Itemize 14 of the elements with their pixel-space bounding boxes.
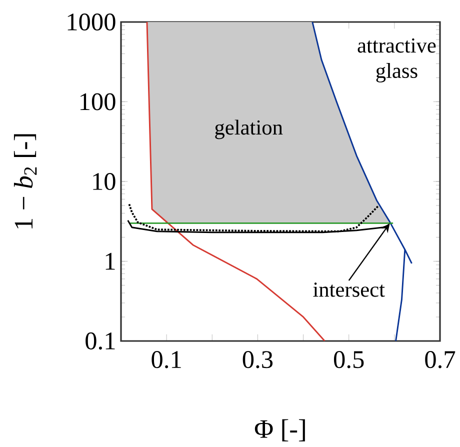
x-tick-label: 0.3 (242, 351, 273, 368)
y-tick-label: 0.1 (86, 332, 115, 350)
x-axis-title: Φ [-] (254, 419, 305, 442)
x-tick-label: 0.5 (334, 351, 364, 368)
x-tick-label: 0.7 (425, 351, 456, 368)
annotation: attractive glass (358, 38, 436, 82)
y-axis-title: 1 − b$_{2}$ [-] (14, 134, 37, 228)
y-tick-label: 100 (80, 93, 116, 110)
y-tick-label: 1 (106, 252, 115, 270)
annotation: intersect (313, 282, 385, 297)
y-tick-label: 1000 (68, 13, 116, 31)
y-tick-label: 10 (93, 172, 116, 190)
x-tick-label: 0.1 (152, 351, 181, 368)
annotation: gelation (215, 120, 283, 140)
